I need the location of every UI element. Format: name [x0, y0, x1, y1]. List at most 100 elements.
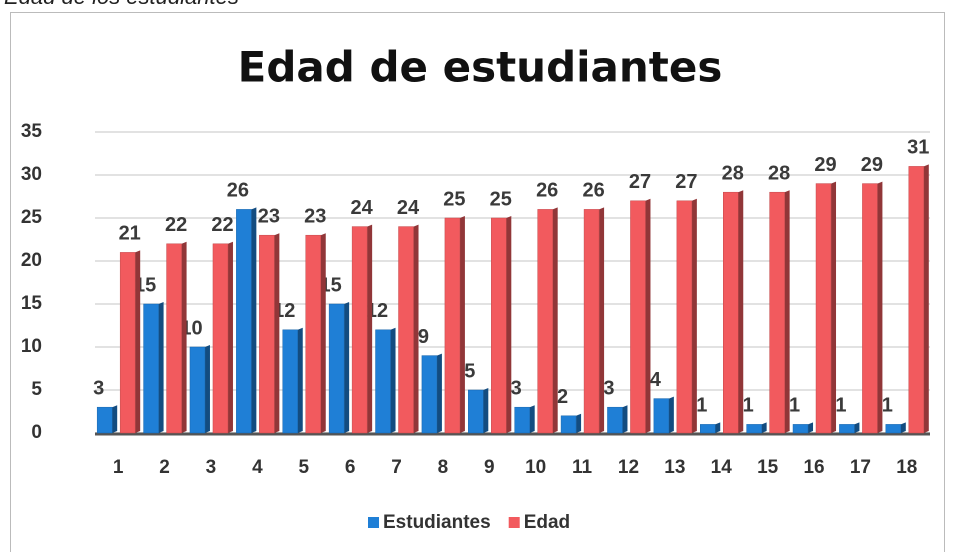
y-tick-label: 10 [21, 336, 42, 357]
legend-swatch [508, 517, 520, 528]
bar-side [413, 224, 419, 433]
data-label: 25 [443, 188, 465, 210]
bar [166, 243, 182, 434]
bar-side [529, 405, 535, 433]
bar-side [436, 353, 442, 433]
bar-side [320, 233, 326, 433]
x-tick-label: 4 [252, 457, 263, 478]
x-tick-label: 16 [803, 457, 824, 478]
bar [769, 191, 785, 434]
bar-side [599, 207, 605, 433]
bar [815, 183, 832, 434]
bar-side [761, 422, 767, 433]
data-label: 22 [165, 214, 187, 236]
bar-side [274, 233, 280, 433]
y-tick-label: 0 [31, 422, 42, 443]
y-tick-label: 5 [31, 379, 42, 400]
y-tick-label: 25 [21, 207, 43, 228]
bar [700, 424, 716, 434]
data-label: 26 [536, 180, 558, 202]
bar [723, 191, 739, 434]
bar [676, 200, 693, 434]
bar [560, 415, 577, 434]
bar-side [808, 422, 814, 433]
bar [583, 209, 600, 434]
bar-side [622, 405, 628, 433]
bar [421, 355, 438, 434]
data-label: 22 [211, 214, 233, 236]
chart-title: Edad de estudiantes [238, 43, 723, 92]
bar [514, 406, 530, 434]
data-label: 23 [258, 205, 280, 227]
bar-side [877, 181, 883, 433]
data-label: 3 [603, 377, 614, 399]
bar-side [181, 241, 187, 433]
data-label: 2 [557, 386, 568, 408]
data-label: 27 [629, 171, 651, 193]
y-tick-label: 35 [21, 121, 43, 142]
x-tick-label: 15 [757, 457, 779, 478]
bar [328, 303, 345, 434]
data-label: 28 [768, 162, 790, 184]
y-tick-label: 30 [21, 164, 42, 185]
bar-side [900, 422, 906, 433]
bar [351, 226, 368, 434]
bar [653, 398, 670, 434]
data-label: 24 [397, 197, 420, 219]
bar-side [135, 250, 141, 433]
data-label: 3 [93, 377, 104, 399]
data-label: 29 [814, 154, 836, 176]
bar-side [204, 345, 210, 433]
x-tick-label: 7 [391, 457, 402, 478]
bar-side [227, 241, 233, 433]
data-label: 27 [675, 171, 697, 193]
bar-side [344, 302, 350, 433]
bar [305, 234, 321, 434]
bar-side [691, 198, 697, 433]
data-label: 5 [464, 360, 475, 382]
y-tick-label: 15 [21, 293, 43, 314]
bar [908, 166, 925, 434]
data-label: 4 [650, 369, 662, 391]
data-label: 26 [227, 180, 249, 202]
bar [468, 389, 484, 434]
data-label: 25 [490, 188, 512, 210]
x-tick-label: 10 [525, 457, 546, 478]
bar-side [738, 190, 744, 433]
bar-side [297, 327, 303, 433]
bar [491, 217, 507, 434]
x-tick-label: 13 [664, 457, 685, 478]
bar-side [112, 405, 118, 433]
x-tick-label: 1 [113, 457, 124, 478]
bar [537, 209, 553, 434]
bar-side [552, 207, 558, 433]
bar-side [668, 396, 674, 433]
bar [96, 406, 113, 434]
bar-side [576, 413, 582, 433]
x-tick-label: 17 [850, 457, 871, 478]
legend-label: Edad [524, 512, 570, 533]
bar [607, 406, 623, 434]
bar-side [831, 181, 837, 433]
x-tick-label: 9 [484, 457, 495, 478]
x-tick-label: 8 [438, 457, 449, 478]
bar-side [784, 190, 790, 433]
y-tick-label: 20 [21, 250, 42, 271]
x-tick-label: 11 [572, 457, 593, 478]
bar-side [854, 422, 860, 433]
bar-side [367, 224, 373, 433]
x-tick-label: 12 [618, 457, 639, 478]
bar [444, 217, 461, 434]
bar [885, 424, 902, 434]
x-tick-label: 18 [896, 457, 917, 478]
bar [259, 234, 275, 434]
bar [862, 183, 878, 434]
bar-side [483, 388, 489, 433]
bar-side [158, 302, 164, 433]
data-label: 28 [722, 162, 744, 184]
bar [630, 200, 646, 434]
bar-side [923, 164, 929, 433]
bar [792, 424, 809, 434]
data-label: 23 [304, 205, 326, 227]
